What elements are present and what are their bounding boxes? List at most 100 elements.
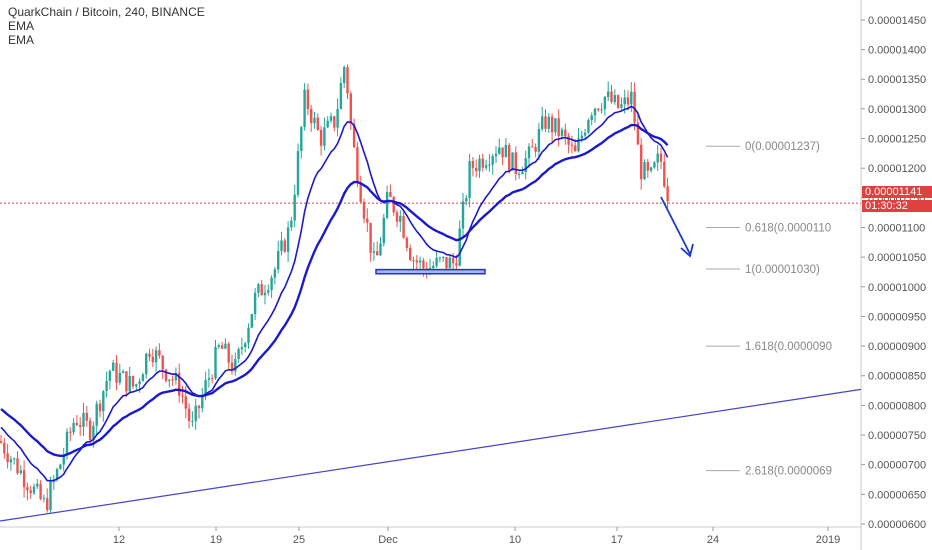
candle-body bbox=[369, 222, 372, 253]
candle-body bbox=[504, 145, 508, 158]
candle-body bbox=[115, 362, 118, 383]
candle-body bbox=[82, 412, 85, 427]
support-trendline bbox=[0, 388, 862, 522]
candle-countdown-badge: 01:30:32 bbox=[862, 200, 932, 212]
candle-body bbox=[626, 97, 630, 105]
candle-body bbox=[135, 384, 138, 387]
candle-body bbox=[432, 265, 435, 268]
candle-body bbox=[0, 440, 3, 443]
price-tick-label: 0.00000650 bbox=[868, 489, 926, 501]
candle-body bbox=[531, 146, 534, 148]
candle-body bbox=[392, 197, 395, 213]
price-tick-label: 0.00001200 bbox=[868, 163, 926, 175]
candle-body bbox=[649, 167, 653, 171]
candle-body bbox=[438, 257, 442, 259]
candle-body bbox=[494, 153, 498, 157]
candle-body bbox=[201, 394, 204, 409]
candle-body bbox=[389, 192, 392, 198]
candle-body bbox=[418, 260, 422, 263]
candle-body bbox=[412, 260, 415, 262]
candle-body bbox=[154, 350, 158, 363]
candle-body bbox=[659, 153, 663, 162]
price-tick-label: 0.00000850 bbox=[868, 371, 926, 383]
candle-body bbox=[161, 355, 164, 370]
candle-body bbox=[339, 83, 343, 109]
candle-body bbox=[422, 260, 425, 269]
candle-body bbox=[257, 284, 260, 293]
candle-body bbox=[451, 257, 455, 264]
candle-body bbox=[468, 161, 471, 199]
candle-body bbox=[623, 97, 626, 105]
current-price-badge: 0.00001141 bbox=[862, 186, 932, 198]
price-tick-label: 0.00001000 bbox=[868, 282, 926, 294]
candle-body bbox=[26, 487, 29, 491]
candle-body bbox=[234, 359, 237, 372]
candle-body bbox=[277, 250, 280, 270]
candle-body bbox=[376, 251, 379, 256]
candle-body bbox=[13, 458, 16, 460]
candle-body bbox=[6, 453, 9, 463]
candle-body bbox=[49, 481, 52, 511]
candle-body bbox=[547, 116, 550, 129]
projection-arrow-head bbox=[680, 243, 694, 258]
candle-body bbox=[240, 347, 244, 350]
ema-slow-line bbox=[0, 123, 669, 457]
candle-body bbox=[336, 108, 339, 128]
price-tick-label: 0.00001050 bbox=[868, 252, 926, 264]
candle-body bbox=[55, 469, 59, 480]
candle-body bbox=[184, 396, 187, 409]
candle-body bbox=[607, 91, 610, 97]
candle-body bbox=[323, 127, 326, 146]
price-tick-label: 0.00000750 bbox=[868, 430, 926, 442]
candle-body bbox=[409, 247, 412, 261]
ema-indicator-2[interactable]: EMA bbox=[8, 33, 35, 47]
candle-body bbox=[217, 345, 220, 347]
candle-body bbox=[293, 194, 296, 221]
candle-body bbox=[511, 152, 514, 171]
candle-body bbox=[356, 147, 359, 183]
symbol-title[interactable]: QuarkChain / Bitcoin, 240, BINANCE bbox=[8, 5, 205, 19]
candle-body bbox=[319, 129, 323, 146]
candle-body bbox=[290, 220, 293, 228]
candle-body bbox=[204, 379, 207, 395]
candle-body bbox=[138, 381, 141, 385]
candle-body bbox=[187, 408, 191, 422]
candle-body bbox=[194, 405, 197, 422]
candle-body bbox=[329, 116, 333, 121]
candle-body bbox=[455, 263, 458, 266]
candle-body bbox=[121, 371, 125, 373]
candle-body bbox=[372, 251, 376, 253]
candle-body bbox=[359, 182, 362, 202]
candle-body bbox=[181, 395, 184, 397]
candle-body bbox=[366, 218, 369, 223]
candle-body bbox=[488, 164, 491, 166]
candle-body bbox=[214, 346, 217, 379]
price-tick-label: 0.00001100 bbox=[868, 222, 925, 234]
time-tick-label: 24 bbox=[707, 534, 719, 546]
time-tick-label: 2019 bbox=[816, 534, 840, 546]
candle-body bbox=[541, 116, 544, 130]
candle-body bbox=[191, 421, 194, 423]
candle-body bbox=[3, 442, 6, 454]
candle-body bbox=[85, 412, 88, 421]
price-tick-label: 0.00001250 bbox=[868, 134, 926, 146]
candle-body bbox=[385, 192, 389, 218]
ema-indicator-1[interactable]: EMA bbox=[8, 19, 35, 33]
candle-body bbox=[313, 117, 316, 124]
candle-body bbox=[270, 277, 273, 291]
candle-body bbox=[554, 118, 557, 133]
candle-body bbox=[590, 115, 593, 121]
candle-body bbox=[484, 165, 488, 168]
candle-body bbox=[39, 483, 42, 499]
candle-body bbox=[250, 314, 253, 328]
candle-body bbox=[630, 91, 633, 105]
candle-body bbox=[593, 108, 597, 116]
candle-body bbox=[491, 156, 494, 165]
candle-body bbox=[273, 269, 277, 278]
fib-level-label: 0.618(0.0000110 bbox=[745, 222, 831, 234]
candle-body bbox=[600, 109, 603, 111]
candle-body bbox=[260, 284, 263, 296]
candle-body bbox=[524, 158, 527, 172]
candle-body bbox=[69, 431, 72, 433]
